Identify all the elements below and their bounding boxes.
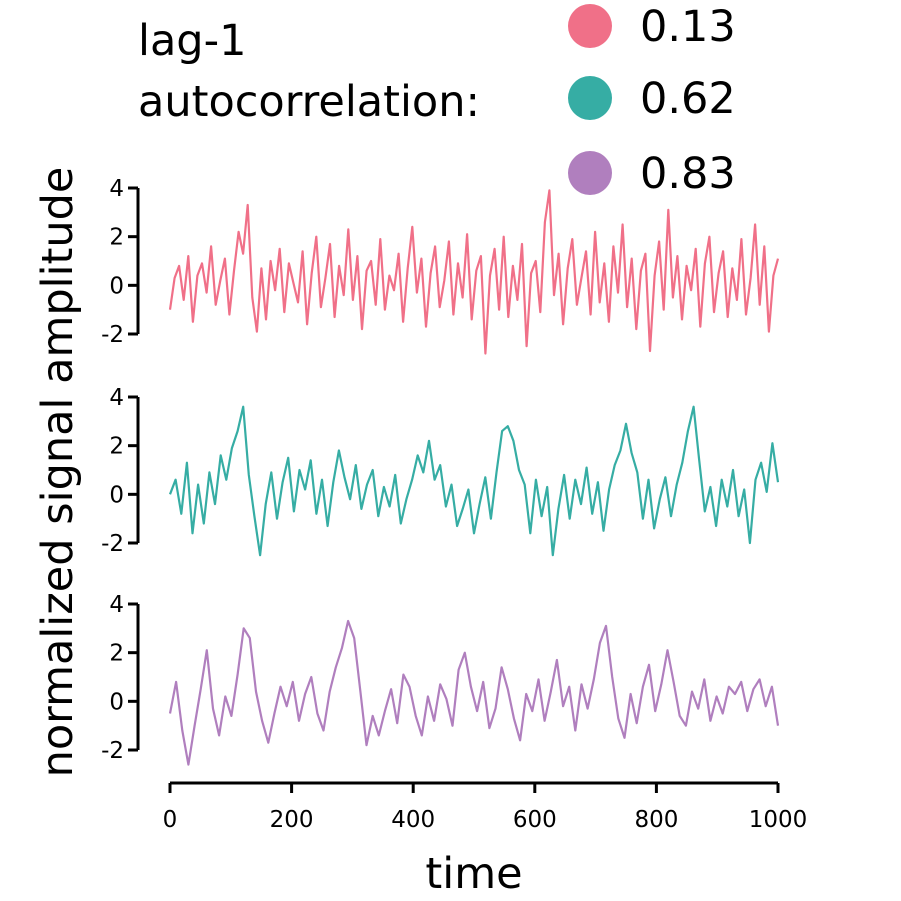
x-axis-title: time — [425, 849, 522, 899]
legend-label: 0.13 — [640, 2, 736, 52]
x-tick-label: 200 — [270, 807, 314, 833]
panel: -2 0 2 4 — [101, 385, 780, 557]
series-line — [168, 619, 780, 766]
y-tick-label: -2 — [101, 738, 124, 764]
panel: -2 0 2 4 — [101, 592, 780, 766]
y-tick-label: 2 — [109, 225, 124, 251]
x-tick-label: 0 — [163, 807, 178, 833]
legend-marker — [568, 76, 612, 120]
y-tick-label: 4 — [109, 592, 124, 618]
x-axis: 0 200 400 600 800 1000 — [163, 781, 808, 833]
y-tick-label: -2 — [101, 531, 124, 557]
y-tick-label: 2 — [109, 434, 124, 460]
x-tick-label: 400 — [391, 807, 435, 833]
legend: lag-1 autocorrelation: 0.13 0.62 0.83 — [138, 2, 736, 199]
x-tick-label: 800 — [634, 807, 678, 833]
legend-marker — [568, 4, 612, 48]
y-tick-label: -2 — [101, 322, 124, 348]
legend-title-line: autocorrelation: — [138, 77, 480, 127]
y-tick-label: 0 — [109, 482, 124, 508]
legend-title-line: lag-1 — [138, 16, 246, 66]
panels: -2 0 2 4 -2 0 2 4 -2 0 2 4 — [101, 176, 780, 766]
series-line — [168, 189, 780, 355]
y-tick-label: 4 — [109, 385, 124, 411]
x-tick-label: 600 — [513, 807, 557, 833]
y-tick-label: 4 — [109, 176, 124, 202]
y-axis-title: normalized signal amplitude — [33, 167, 83, 778]
panel: -2 0 2 4 — [101, 176, 780, 355]
series-line — [168, 405, 780, 557]
x-tick-label: 1000 — [749, 807, 808, 833]
legend-label: 0.83 — [640, 149, 736, 199]
legend-marker — [568, 151, 612, 195]
legend-label: 0.62 — [640, 74, 736, 124]
y-tick-label: 0 — [109, 273, 124, 299]
y-tick-label: 2 — [109, 641, 124, 667]
y-tick-label: 0 — [109, 689, 124, 715]
